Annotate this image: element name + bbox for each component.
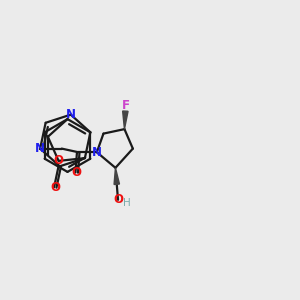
Text: N: N xyxy=(92,146,102,159)
Text: O: O xyxy=(54,154,64,167)
Text: N: N xyxy=(35,142,45,155)
Text: F: F xyxy=(122,99,130,112)
Text: O: O xyxy=(50,181,60,194)
Text: O: O xyxy=(113,193,123,206)
Polygon shape xyxy=(123,111,128,129)
Text: O: O xyxy=(72,166,82,179)
Text: H: H xyxy=(122,198,130,208)
Polygon shape xyxy=(114,168,119,184)
Text: N: N xyxy=(66,108,76,121)
